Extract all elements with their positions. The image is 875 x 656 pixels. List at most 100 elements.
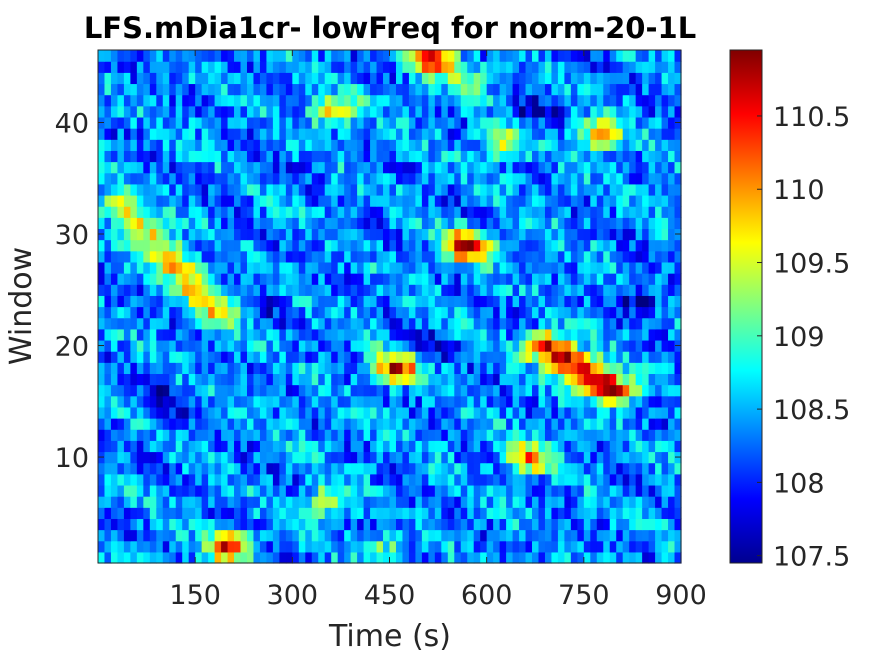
heatmap-cell — [395, 507, 404, 519]
heatmap-cell — [557, 83, 565, 96]
heatmap-cell — [538, 551, 546, 564]
heatmap-cell — [395, 273, 404, 285]
heatmap-cell — [363, 72, 371, 85]
heatmap-cell — [110, 116, 119, 129]
heatmap-cell — [428, 373, 436, 386]
heatmap-cell — [298, 473, 306, 486]
heatmap-cell — [480, 317, 488, 330]
heatmap-cell — [583, 105, 591, 118]
heatmap-cell — [104, 183, 112, 196]
heatmap-cell — [447, 83, 455, 96]
heatmap-cell — [499, 339, 507, 352]
heatmap-cell — [143, 50, 151, 62]
heatmap-cell — [195, 139, 203, 151]
heatmap-cell — [635, 150, 643, 163]
heatmap-cell — [421, 339, 429, 352]
heatmap-cell — [506, 395, 514, 408]
heatmap-cell — [188, 239, 196, 252]
heatmap-cell — [292, 440, 300, 453]
heatmap-cell — [376, 172, 384, 185]
heatmap-cell — [577, 105, 585, 118]
heatmap-cell — [493, 83, 501, 96]
heatmap-cell — [195, 317, 203, 330]
heatmap-cell — [655, 451, 663, 464]
heatmap-cell — [454, 429, 462, 441]
heatmap-cell — [201, 395, 209, 408]
heatmap-cell — [635, 384, 643, 397]
heatmap-cell — [337, 384, 345, 397]
heatmap-cell — [480, 339, 488, 352]
heatmap-cell — [285, 406, 293, 419]
heatmap-cell — [337, 507, 345, 519]
heatmap-cell — [570, 217, 578, 230]
heatmap-cell — [175, 351, 183, 363]
heatmap-cell — [557, 250, 565, 263]
heatmap-cell — [564, 339, 572, 352]
heatmap-cell — [493, 94, 501, 107]
heatmap-cell — [467, 150, 475, 163]
heatmap-cell — [104, 496, 112, 508]
heatmap-cell — [519, 273, 527, 285]
heatmap-cell — [551, 105, 559, 118]
heatmap-cell — [616, 150, 624, 163]
heatmap-cell — [350, 139, 358, 151]
heatmap-cell — [234, 518, 242, 531]
heatmap-cell — [564, 462, 572, 475]
heatmap-cell — [557, 128, 565, 140]
heatmap-cell — [350, 451, 358, 464]
heatmap-cell — [642, 239, 650, 252]
heatmap-cell — [318, 451, 326, 464]
heatmap-cell — [538, 105, 546, 118]
heatmap-plot-area — [97, 49, 682, 564]
heatmap-cell — [234, 261, 242, 274]
heatmap-cell — [117, 172, 125, 185]
heatmap-cell — [506, 50, 514, 62]
heatmap-cell — [357, 139, 365, 151]
heatmap-cell — [499, 206, 507, 218]
heatmap-cell — [564, 72, 572, 85]
heatmap-cell — [648, 317, 656, 330]
heatmap-cell — [603, 384, 611, 397]
heatmap-cell — [454, 529, 462, 542]
heatmap-cell — [246, 451, 255, 464]
heatmap-cell — [519, 295, 527, 308]
heatmap-cell — [499, 429, 507, 441]
heatmap-cell — [460, 384, 468, 397]
heatmap-cell — [357, 273, 365, 285]
heatmap-cell — [234, 50, 242, 62]
heatmap-cell — [655, 473, 663, 486]
heatmap-cell — [285, 161, 293, 174]
heatmap-cell — [642, 306, 650, 319]
heatmap-cell — [622, 507, 630, 519]
heatmap-cell — [214, 72, 222, 85]
heatmap-cell — [149, 94, 157, 107]
heatmap-cell — [538, 83, 546, 96]
heatmap-cell — [292, 339, 300, 352]
heatmap-cell — [272, 161, 280, 174]
heatmap-cell — [344, 317, 352, 330]
heatmap-cell — [506, 507, 514, 519]
heatmap-cell — [221, 295, 229, 308]
heatmap-cell — [460, 206, 468, 218]
heatmap-cell — [376, 183, 384, 196]
heatmap-cell — [428, 339, 436, 352]
heatmap-cell — [402, 429, 410, 441]
heatmap-cell — [123, 451, 131, 464]
heatmap-cell — [590, 161, 598, 174]
heatmap-cell — [441, 384, 449, 397]
heatmap-cell — [298, 250, 306, 263]
heatmap-cell — [629, 172, 637, 185]
heatmap-cell — [285, 518, 293, 531]
heatmap-cell — [655, 261, 663, 274]
heatmap-cell — [175, 540, 183, 553]
heatmap-cell — [182, 139, 190, 151]
heatmap-cell — [344, 384, 352, 397]
heatmap-cell — [98, 384, 106, 397]
heatmap-cell — [123, 295, 131, 308]
heatmap-cell — [642, 105, 650, 118]
heatmap-cell — [551, 139, 559, 151]
heatmap-cell — [130, 373, 138, 386]
heatmap-cell — [538, 339, 546, 352]
heatmap-cell — [486, 362, 494, 375]
heatmap-cell — [622, 273, 630, 285]
